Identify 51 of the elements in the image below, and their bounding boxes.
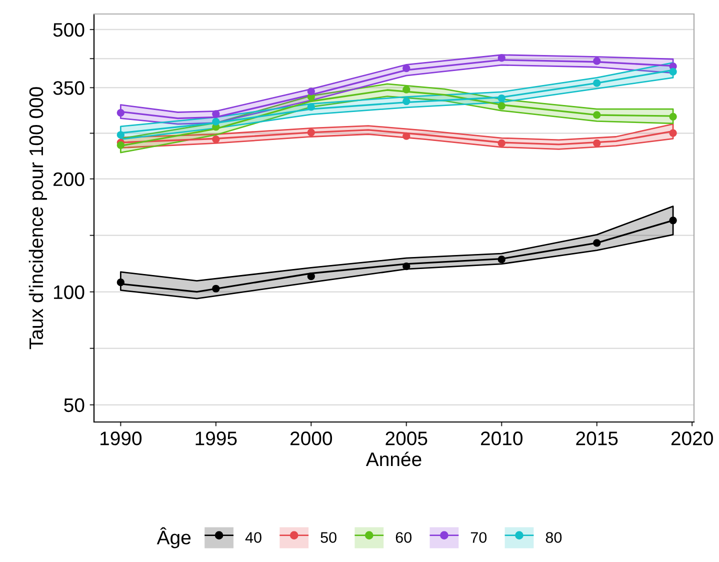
point xyxy=(498,54,506,62)
x-tick-label: 2020 xyxy=(671,432,713,446)
y-tick-label: 100 xyxy=(54,285,84,300)
point xyxy=(212,135,220,144)
point xyxy=(498,94,506,102)
point xyxy=(593,239,601,247)
legend-label: 80 xyxy=(546,532,562,543)
x-tick-label: 2005 xyxy=(386,432,428,446)
legend-label: 60 xyxy=(396,532,412,543)
legend-label: 70 xyxy=(470,532,487,543)
point xyxy=(669,216,677,224)
y-tick-label: 500 xyxy=(53,23,84,37)
x-tick-label: 1995 xyxy=(196,432,237,446)
point xyxy=(116,131,124,139)
point xyxy=(307,88,315,96)
point xyxy=(593,57,601,65)
point xyxy=(307,128,315,136)
point xyxy=(307,272,315,280)
point xyxy=(593,79,601,87)
x-tick-label: 1990 xyxy=(100,432,142,446)
legend-label: 40 xyxy=(245,532,262,543)
y-tick-label: 50 xyxy=(64,398,84,412)
y-tick-label: 200 xyxy=(54,172,84,186)
point xyxy=(498,102,506,110)
x-tick-label: 2010 xyxy=(480,432,522,446)
point xyxy=(669,129,677,137)
point xyxy=(402,86,410,94)
point xyxy=(402,97,410,106)
x-tick-label: 2000 xyxy=(290,432,332,446)
point xyxy=(402,64,410,72)
point xyxy=(669,68,677,76)
x-tick-label: 2015 xyxy=(576,432,618,446)
y-tick-label: 350 xyxy=(53,81,84,95)
legend-label: 50 xyxy=(320,532,336,543)
point xyxy=(212,110,220,118)
point xyxy=(593,111,601,119)
point xyxy=(593,139,601,147)
point xyxy=(116,278,124,286)
point xyxy=(116,141,124,149)
point xyxy=(498,256,506,264)
point xyxy=(402,132,410,140)
point xyxy=(116,108,124,117)
y-axis-title: Taux d'incidence pour 100 000 xyxy=(28,87,47,350)
legend-title: Âge xyxy=(156,527,191,548)
point xyxy=(669,112,677,120)
x-axis-title: Année xyxy=(366,452,422,466)
point xyxy=(212,284,220,292)
point xyxy=(212,118,220,126)
point xyxy=(498,139,506,147)
point xyxy=(402,262,410,270)
point xyxy=(307,103,315,111)
